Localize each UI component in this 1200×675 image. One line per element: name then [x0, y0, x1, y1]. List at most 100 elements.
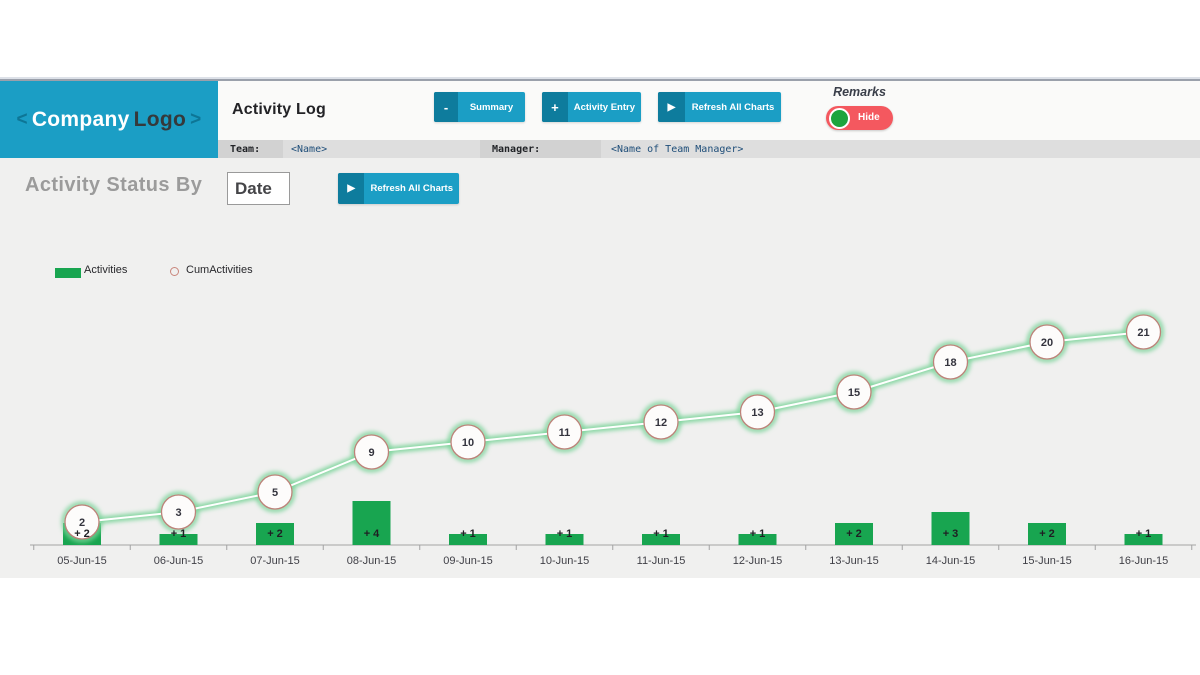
- x-axis-label: 06-Jun-15: [154, 555, 204, 567]
- cum-line: [81, 331, 1144, 523]
- bar-label: + 1: [653, 528, 669, 540]
- remarks-hide-toggle[interactable]: Hide: [826, 106, 893, 130]
- refresh-all-charts-button-2[interactable]: ▶ Refresh All Charts: [338, 173, 459, 204]
- marker-label: 15: [848, 387, 860, 399]
- minus-icon: -: [434, 92, 458, 122]
- marker-16-Jun-15: [1125, 314, 1162, 350]
- marker-glow: [544, 411, 585, 453]
- summary-button-label: Summary: [469, 101, 514, 113]
- marker-15-Jun-15: [1029, 324, 1065, 360]
- marker-06-Jun-15: [160, 494, 197, 530]
- panel-top-border: [0, 77, 1200, 81]
- x-axis-label: 11-Jun-15: [637, 555, 686, 567]
- x-axis-label: 09-Jun-15: [443, 555, 493, 567]
- marker-glow: [1026, 321, 1068, 363]
- activity-log-panel: < Company Logo > Activity Log - Summary …: [0, 81, 1200, 578]
- x-axis-label: 16-Jun-15: [1119, 555, 1169, 567]
- marker-label: 3: [175, 507, 181, 519]
- bar-label: + 2: [74, 528, 90, 540]
- marker-label: 20: [1041, 337, 1053, 349]
- bar-label: + 2: [846, 528, 862, 540]
- marker-07-Jun-15: [257, 474, 293, 510]
- marker-05-Jun-15: [64, 504, 100, 540]
- toggle-knob-icon[interactable]: [829, 107, 850, 129]
- bar-label: + 1: [557, 528, 573, 540]
- manager-value-cell[interactable]: <Name of Team Manager>: [601, 140, 1200, 158]
- bar-label: + 1: [1136, 528, 1152, 540]
- x-axis-label: 08-Jun-15: [347, 555, 397, 567]
- marker-glow: [158, 491, 199, 533]
- logo-left-bracket: <: [16, 108, 28, 130]
- refresh-all-charts-button-2-label: Refresh All Charts: [370, 183, 453, 194]
- x-axis-label: 05-Jun-15: [57, 555, 107, 567]
- marker-label: 12: [655, 417, 667, 429]
- team-value-cell[interactable]: <Name>: [283, 140, 480, 158]
- marker-glow: [833, 371, 875, 413]
- marker-08-Jun-15: [353, 434, 390, 470]
- bar-14-Jun-15: [931, 512, 970, 545]
- marker-glow: [447, 421, 489, 463]
- marker-label: 18: [944, 357, 956, 369]
- marker-09-Jun-15: [450, 424, 486, 460]
- summary-button[interactable]: - Summary: [434, 92, 525, 122]
- marker-label: 10: [462, 437, 474, 449]
- marker-label: 11: [559, 427, 571, 439]
- marker-glow: [351, 431, 392, 473]
- activity-chart: + 2 + 1 + 2 + 4 + 1 + 1 + 1 + 1 + 2 + 3 + 2 + 1 2 3 5 9…: [0, 281, 1200, 578]
- marker-label: 21: [1137, 327, 1149, 339]
- play-icon: ▶: [338, 173, 365, 204]
- bar-11-Jun-15: [642, 534, 680, 545]
- bar-label: + 4: [364, 528, 380, 540]
- bar-16-Jun-15: [1124, 534, 1163, 545]
- activity-entry-button[interactable]: + Activity Entry: [542, 92, 641, 122]
- bar-13-Jun-15: [835, 523, 873, 545]
- marker-glow: [1123, 311, 1164, 353]
- x-axis-label: 10-Jun-15: [540, 555, 590, 567]
- activity-chart-svg: + 2 + 1 + 2 + 4 + 1 + 1 + 1 + 1 + 2 + 3 + 2 + 1 2 3 5 9…: [30, 311, 1196, 567]
- activity-status-by-label: Activity Status By: [25, 174, 203, 196]
- manager-label: Manager:: [480, 140, 601, 158]
- refresh-all-charts-button-label: Refresh All Charts: [691, 101, 775, 113]
- bar-06-Jun-15: [159, 534, 198, 545]
- legend-label-activities: Activities: [84, 264, 128, 276]
- x-axis-label: 07-Jun-15: [250, 555, 300, 567]
- marker-glow: [737, 391, 778, 433]
- bar-label: + 2: [267, 528, 283, 540]
- bar-10-Jun-15: [545, 534, 584, 545]
- marker-glow: [254, 471, 296, 513]
- x-axis-label: 14-Jun-15: [926, 555, 976, 567]
- x-axis-label: 12-Jun-15: [733, 555, 783, 567]
- remarks-label: Remarks: [833, 85, 886, 99]
- marker-10-Jun-15: [546, 414, 583, 450]
- marker-glow: [930, 341, 971, 383]
- date-selector[interactable]: Date: [227, 172, 290, 205]
- bar-07-Jun-15: [256, 523, 294, 545]
- bar-label: + 3: [943, 528, 959, 540]
- chart-legend: Activities CumActivities: [0, 263, 400, 279]
- team-label: Team:: [218, 140, 283, 158]
- page-title: Activity Log: [232, 101, 326, 118]
- refresh-all-charts-button[interactable]: ▶ Refresh All Charts: [658, 92, 781, 122]
- plus-icon: +: [542, 92, 568, 122]
- logo-name: Company: [31, 107, 130, 131]
- marker-label: 5: [272, 487, 278, 499]
- legend-marker-cumactivities-icon: [170, 267, 179, 276]
- marker-glow: [61, 501, 103, 543]
- marker-label: 9: [368, 447, 374, 459]
- legend-swatch-activities: [55, 268, 81, 278]
- play-icon: ▶: [658, 92, 685, 122]
- legend-label-cumactivities: CumActivities: [186, 264, 253, 276]
- bar-12-Jun-15: [738, 534, 777, 545]
- bar-label: + 1: [171, 528, 187, 540]
- marker-glow: [640, 401, 682, 443]
- x-axis-label: 15-Jun-15: [1022, 555, 1072, 567]
- bar-09-Jun-15: [449, 534, 487, 545]
- marker-label: 13: [751, 407, 763, 419]
- bar-08-Jun-15: [352, 501, 391, 545]
- marker-12-Jun-15: [739, 394, 776, 430]
- bar-label: + 1: [750, 528, 766, 540]
- x-axis-label: 13-Jun-15: [829, 555, 879, 567]
- logo-right-bracket: >: [190, 108, 202, 130]
- activity-entry-button-label: Activity Entry: [573, 101, 635, 113]
